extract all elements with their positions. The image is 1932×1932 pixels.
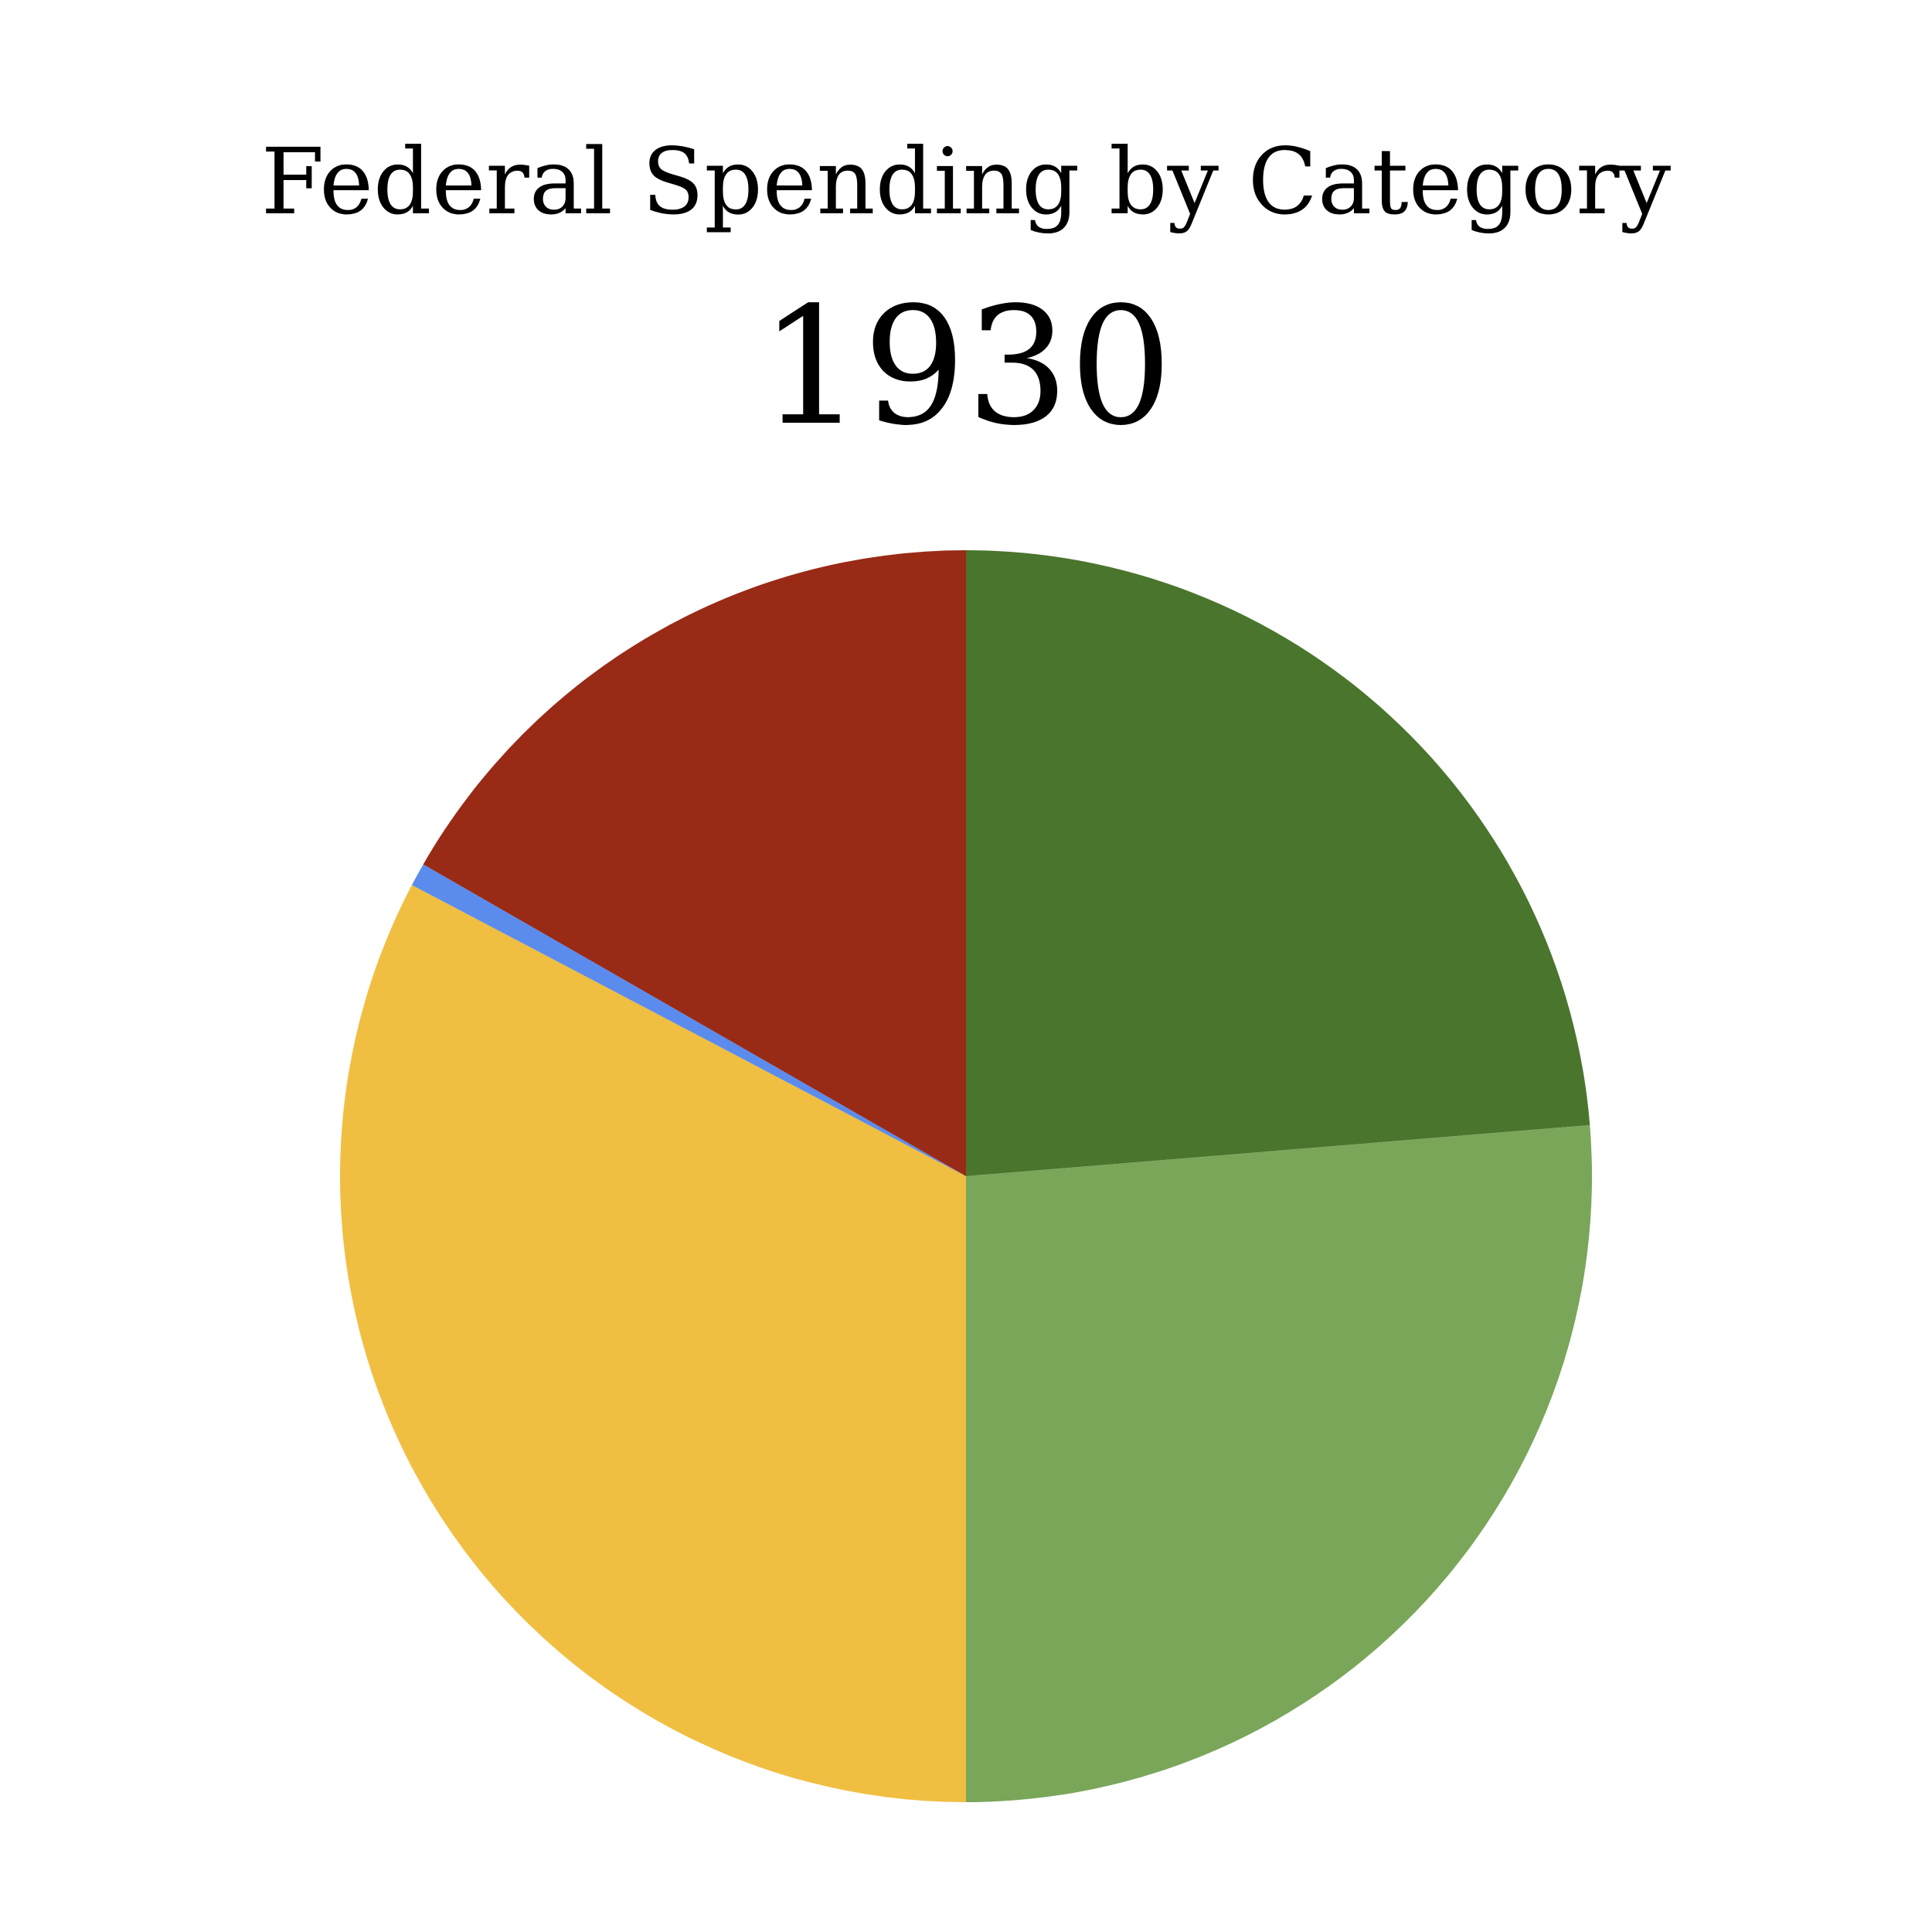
chart-subtitle: 1930 [759,272,1173,461]
pie-slice-4 [411,864,966,1176]
chart-title: Federal Spending by Category [260,128,1672,235]
pie-slice-1 [966,550,1590,1176]
pie-slice-5 [423,550,966,1176]
pie-slice-3 [339,885,966,1802]
pie-slice-2 [966,1124,1592,1802]
